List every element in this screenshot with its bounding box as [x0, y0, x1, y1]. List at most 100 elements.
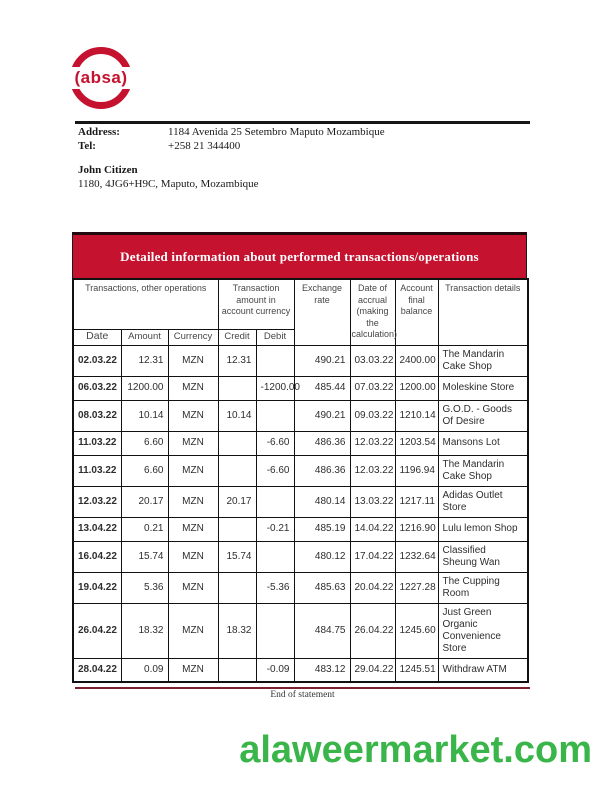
cell-accrual-date: 13.03.22	[349, 485, 396, 518]
cell-amount: 20.17	[120, 485, 169, 518]
cell-balance: 1216.90	[394, 516, 439, 542]
address-value: 1184 Avenida 25 Setembro Maputo Mozambiq…	[168, 126, 385, 138]
table-row: 12.03.22 20.17 MZN 20.17 480.14 13.03.22 1217.…	[72, 485, 529, 518]
table-row: 06.03.22 1200.00 MZN -1200.00 485.44 07.03.22…	[72, 375, 529, 401]
cell-details: The Mandarin Cake Shop	[437, 454, 529, 487]
cell-accrual-date: 07.03.22	[349, 375, 396, 401]
cell-currency: MZN	[167, 399, 219, 432]
cell-exchange-rate: 490.21	[293, 344, 351, 377]
cell-amount: 6.60	[120, 454, 169, 487]
tel-row: Tel: +258 21 344400	[78, 140, 385, 154]
end-of-statement-text: End of statement	[270, 690, 335, 700]
cell-exchange-rate: 480.12	[293, 540, 351, 573]
cell-debit: -0.09	[255, 657, 295, 683]
absa-logo: (absa)	[67, 47, 135, 109]
table-row: 28.04.22 0.09 MZN -0.09 483.12 29.04.22 1245.5…	[72, 657, 529, 683]
col-header-date: Date	[72, 328, 122, 346]
table-row: 13.04.22 0.21 MZN -0.21 485.19 14.04.22 1216.9…	[72, 516, 529, 542]
cell-balance: 1210.14	[394, 399, 439, 432]
cell-debit	[255, 485, 295, 518]
cell-balance: 1227.28	[394, 571, 439, 604]
cell-date: 28.04.22	[72, 657, 122, 683]
cell-credit	[217, 571, 257, 604]
cell-credit: 20.17	[217, 485, 257, 518]
table-row: 11.03.22 6.60 MZN -6.60 486.36 12.03.22 1196.9…	[72, 454, 529, 487]
end-of-statement-line	[75, 687, 530, 689]
cell-details: G.O.D. - Goods Of Desire	[437, 399, 529, 432]
cell-accrual-date: 29.04.22	[349, 657, 396, 683]
cell-exchange-rate: 485.19	[293, 516, 351, 542]
cell-amount: 0.21	[120, 516, 169, 542]
cell-credit: 18.32	[217, 602, 257, 659]
cell-date: 08.03.22	[72, 399, 122, 432]
cell-exchange-rate: 480.14	[293, 485, 351, 518]
cell-date: 19.04.22	[72, 571, 122, 604]
cell-debit	[255, 540, 295, 573]
cell-amount: 10.14	[120, 399, 169, 432]
customer-address: 1180, 4JG6+H9C, Maputo, Mozambique	[78, 178, 259, 190]
cell-exchange-rate: 490.21	[293, 399, 351, 432]
cell-date: 11.03.22	[72, 430, 122, 456]
bank-contact-block: Address: 1184 Avenida 25 Setembro Maputo…	[78, 126, 385, 153]
customer-name: John Citizen	[78, 164, 138, 176]
cell-date: 06.03.22	[72, 375, 122, 401]
cell-exchange-rate: 486.36	[293, 430, 351, 456]
watermark-text: alaweermarket.com	[239, 729, 592, 771]
cell-amount: 6.60	[120, 430, 169, 456]
col-group-amount-in-currency: Transaction amount in account currency	[217, 278, 295, 330]
cell-balance: 1232.64	[394, 540, 439, 573]
cell-details: Classified Sheung Wan	[437, 540, 529, 573]
cell-credit	[217, 657, 257, 683]
group-header-row: Transactions, other operations Transacti…	[72, 278, 529, 346]
cell-exchange-rate: 484.75	[293, 602, 351, 659]
table-row: 08.03.22 10.14 MZN 10.14 490.21 09.03.22 1210.…	[72, 399, 529, 432]
cell-exchange-rate: 483.12	[293, 657, 351, 683]
cell-details: Just Green Organic Convenience Store	[437, 602, 529, 659]
cell-accrual-date: 20.04.22	[349, 571, 396, 604]
cell-currency: MZN	[167, 344, 219, 377]
statement-section: Detailed information about performed tra…	[72, 232, 529, 683]
cell-exchange-rate: 485.63	[293, 571, 351, 604]
cell-credit	[217, 430, 257, 456]
cell-date: 13.04.22	[72, 516, 122, 542]
cell-accrual-date: 17.04.22	[349, 540, 396, 573]
cell-currency: MZN	[167, 540, 219, 573]
col-header-debit: Debit	[255, 328, 295, 346]
table-row: 19.04.22 5.36 MZN -5.36 485.63 20.04.22 1227.2…	[72, 571, 529, 604]
cell-debit: -5.36	[255, 571, 295, 604]
cell-balance: 1245.51	[394, 657, 439, 683]
cell-debit	[255, 399, 295, 432]
cell-accrual-date: 12.03.22	[349, 454, 396, 487]
cell-currency: MZN	[167, 430, 219, 456]
cell-currency: MZN	[167, 485, 219, 518]
cell-date: 12.03.22	[72, 485, 122, 518]
cell-currency: MZN	[167, 602, 219, 659]
cell-balance: 1196.94	[394, 454, 439, 487]
col-header-currency: Currency	[167, 328, 219, 346]
cell-details: The Cupping Room	[437, 571, 529, 604]
cell-details: The Mandarin Cake Shop	[437, 344, 529, 377]
col-group-transactions: Transactions, other operations	[72, 278, 219, 330]
cell-accrual-date: 14.04.22	[349, 516, 396, 542]
cell-amount: 12.31	[120, 344, 169, 377]
absa-logo-wordmark: (absa)	[67, 67, 135, 89]
cell-debit	[255, 602, 295, 659]
cell-details: Adidas Outlet Store	[437, 485, 529, 518]
cell-debit: -6.60	[255, 430, 295, 456]
cell-debit: -6.60	[255, 454, 295, 487]
col-header-amount: Amount	[120, 328, 169, 346]
cell-date: 16.04.22	[72, 540, 122, 573]
customer-block: John Citizen 1180, 4JG6+H9C, Maputo, Moz…	[78, 163, 259, 191]
cell-details: Mansons Lot	[437, 430, 529, 456]
cell-exchange-rate: 485.44	[293, 375, 351, 401]
col-header-exchange-rate: Exchange rate	[293, 278, 351, 346]
header-divider-line	[75, 121, 530, 124]
cell-currency: MZN	[167, 571, 219, 604]
cell-debit: -0.21	[255, 516, 295, 542]
cell-debit: -1200.00	[255, 375, 300, 401]
cell-debit	[255, 344, 295, 377]
cell-credit	[217, 454, 257, 487]
cell-credit: 12.31	[217, 344, 257, 377]
col-header-balance: Account final balance	[394, 278, 439, 346]
transactions-table: Transactions, other operations Transacti…	[72, 278, 529, 683]
